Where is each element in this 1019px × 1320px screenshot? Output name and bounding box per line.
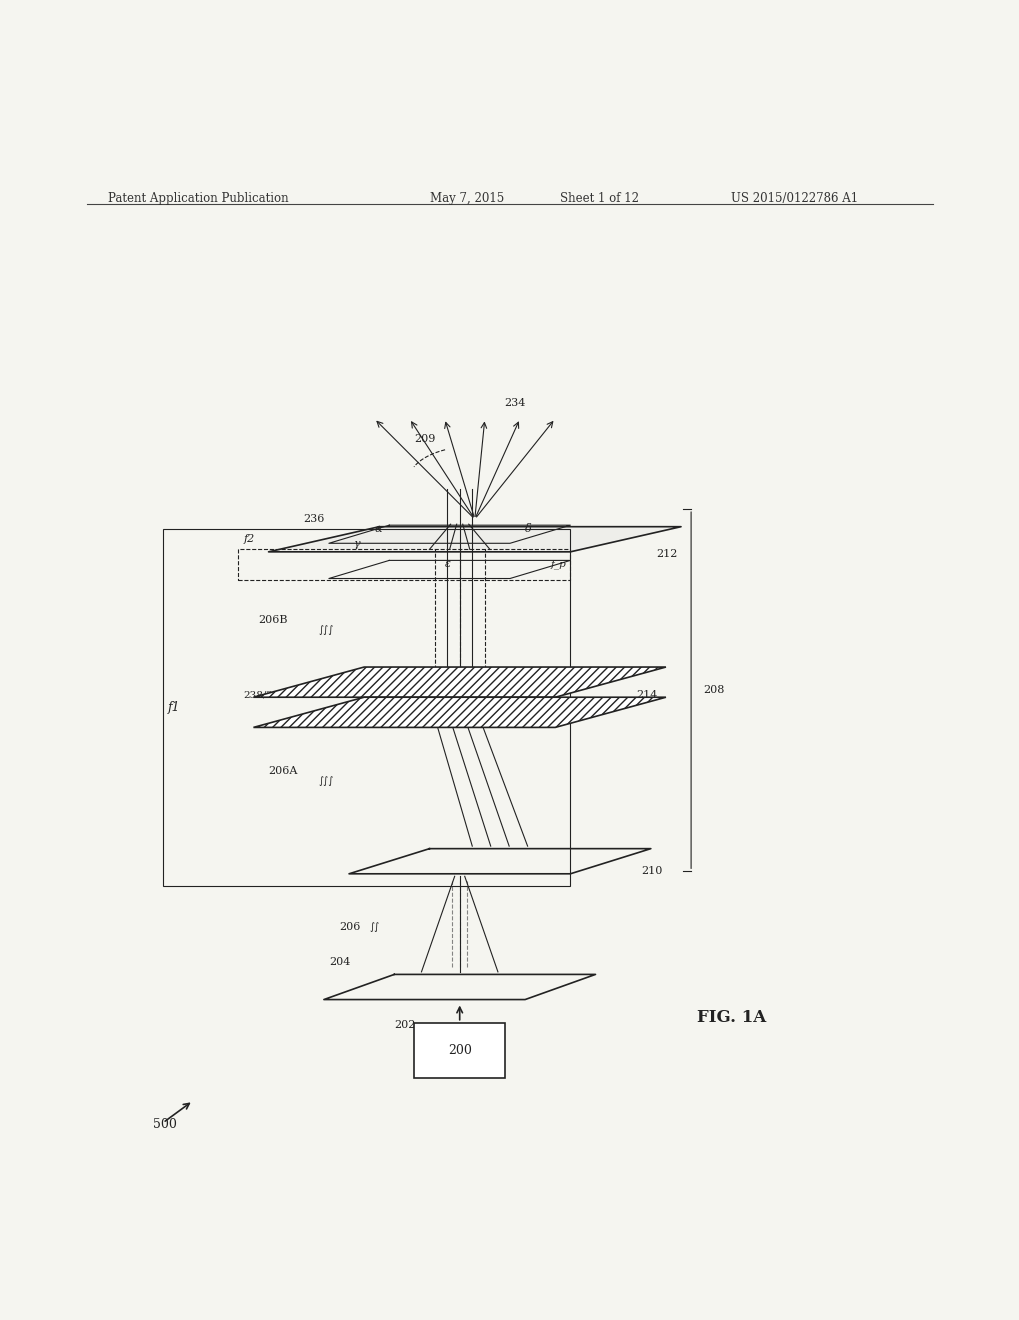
Text: α: α (374, 524, 381, 535)
Text: 208: 208 (702, 685, 723, 696)
Text: 210: 210 (640, 866, 661, 876)
Text: May 7, 2015: May 7, 2015 (429, 193, 503, 205)
Bar (163, 529, 570, 886)
Text: γ: γ (354, 540, 361, 549)
Text: US 2015/0122786 A1: US 2015/0122786 A1 (731, 193, 858, 205)
Text: 209: 209 (414, 434, 435, 444)
Text: δ: δ (525, 524, 531, 535)
Text: 206B: 206B (258, 615, 287, 624)
Text: 200: 200 (447, 1044, 471, 1057)
Polygon shape (268, 527, 681, 552)
FancyBboxPatch shape (414, 1023, 504, 1078)
Text: 238/240: 238/240 (244, 690, 286, 700)
Text: 214: 214 (635, 690, 656, 700)
Text: 500: 500 (153, 1118, 176, 1131)
Text: ∫∫∫: ∫∫∫ (319, 624, 334, 635)
Text: f1: f1 (168, 701, 180, 714)
Text: 202: 202 (394, 1020, 416, 1030)
Text: 204: 204 (328, 957, 350, 966)
Text: ∫∫∫: ∫∫∫ (319, 776, 334, 785)
Text: 236: 236 (304, 515, 325, 524)
Text: 206A: 206A (268, 766, 298, 776)
Text: ∫∫: ∫∫ (369, 921, 379, 932)
Polygon shape (253, 697, 665, 727)
Polygon shape (253, 667, 665, 697)
Text: f2: f2 (244, 535, 255, 544)
Text: 206: 206 (338, 921, 360, 932)
Text: f_p: f_p (549, 560, 566, 569)
Text: FIG. 1A: FIG. 1A (696, 1008, 765, 1026)
Text: ε: ε (444, 560, 450, 569)
Bar (238, 549, 570, 579)
Text: Sheet 1 of 12: Sheet 1 of 12 (559, 193, 639, 205)
Text: 212: 212 (655, 549, 677, 560)
Text: Patent Application Publication: Patent Application Publication (107, 193, 288, 205)
Text: 234: 234 (503, 399, 525, 408)
